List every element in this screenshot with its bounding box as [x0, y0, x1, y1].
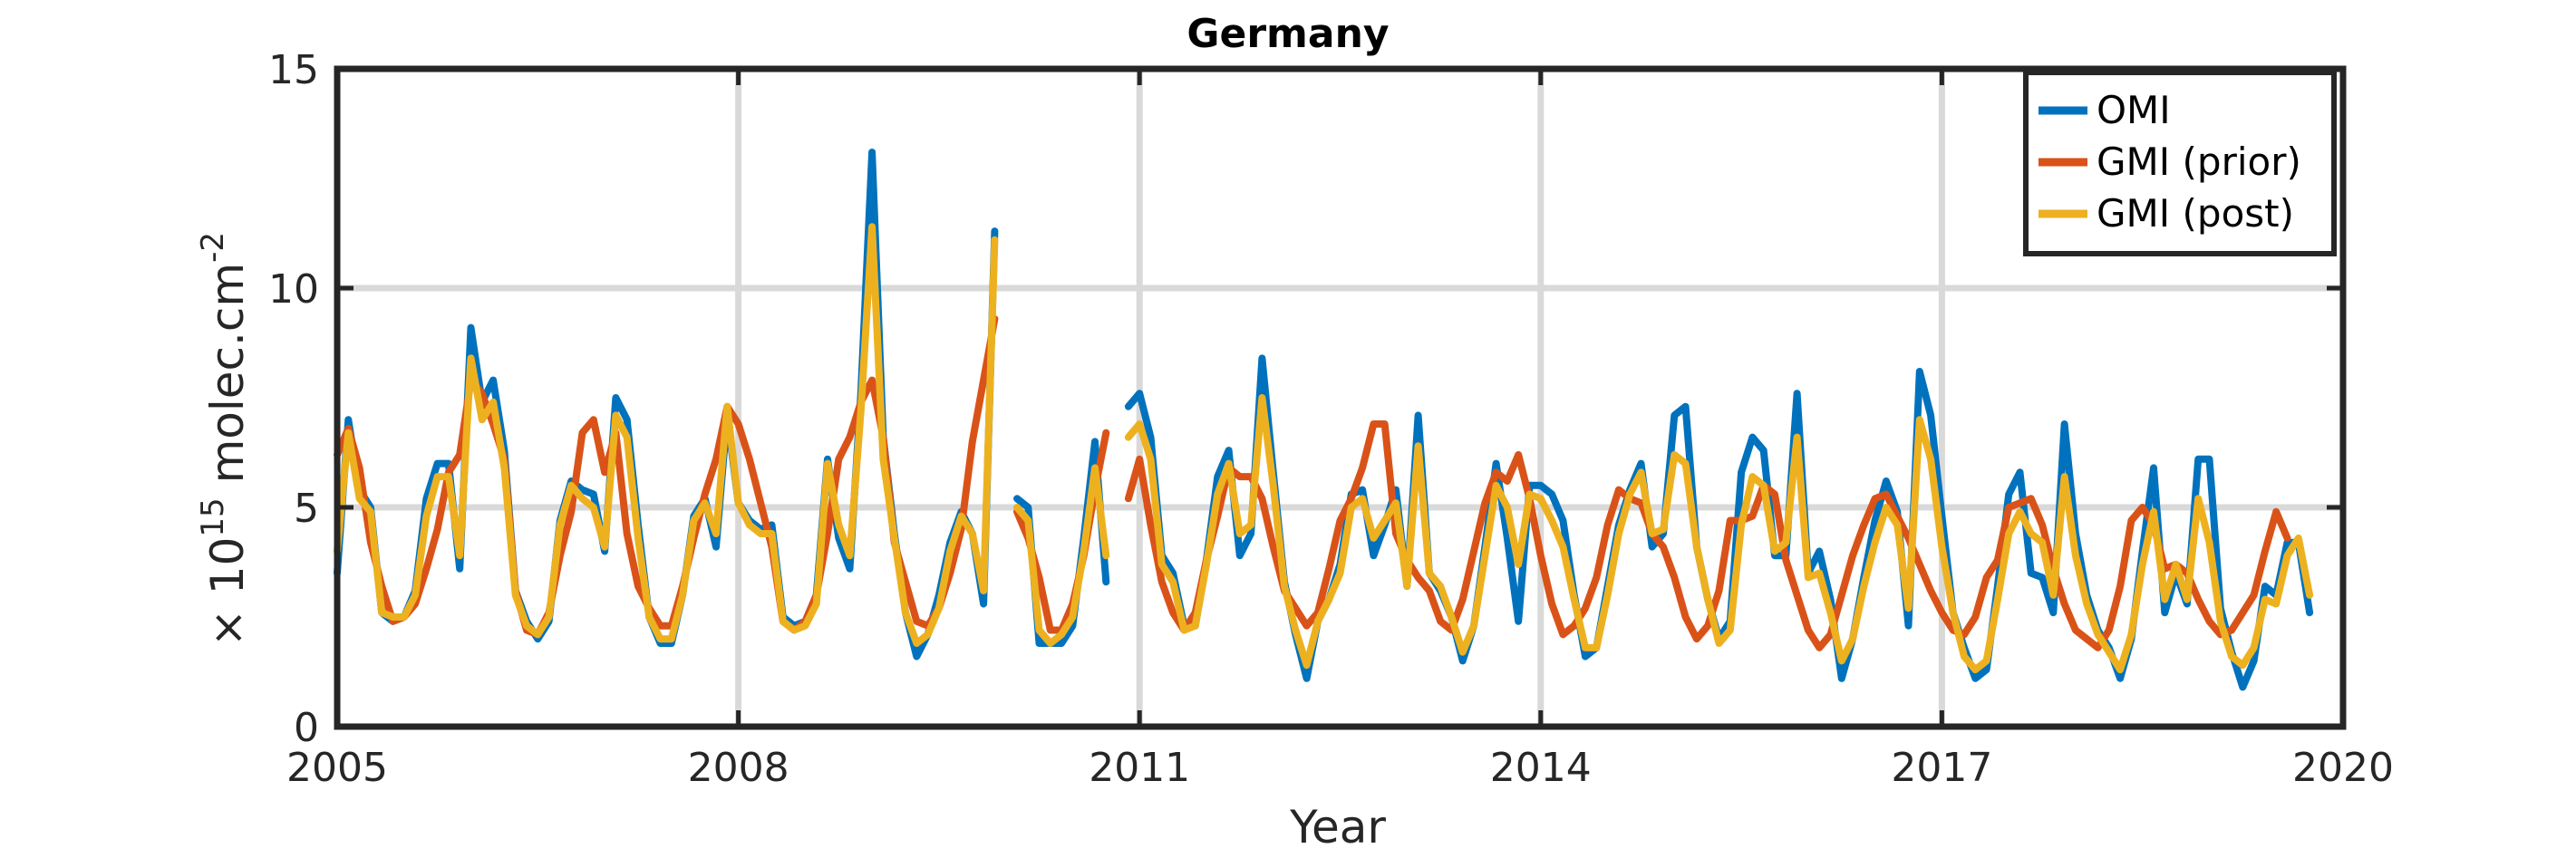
chart-title: Germany	[1186, 11, 1389, 57]
legend-label-2: GMI (post)	[2097, 191, 2294, 236]
x-tick-label: 2005	[286, 745, 388, 791]
x-axis-label: Year	[1289, 801, 1386, 853]
plot-frame	[334, 65, 2347, 730]
legend: OMI GMI (prior) GMI (post)	[2023, 70, 2337, 256]
y-tick-label: 15	[268, 47, 319, 93]
y-label-unit: molec.cm	[201, 263, 254, 484]
axis-ticks: 2005 2008 2011 2014 2017 2020 0 5 10 15	[268, 47, 2394, 791]
y-axis-label: × 1015 molec.cm-2	[195, 232, 254, 647]
legend-label-1: GMI (prior)	[2097, 140, 2301, 184]
y-label-unit-exponent: -2	[195, 232, 231, 263]
x-tick-label: 2011	[1089, 745, 1190, 791]
series-lines	[334, 149, 2314, 691]
y-tick-label: 0	[294, 705, 319, 751]
x-tick-label: 2017	[1891, 745, 1992, 791]
y-label-prefix: × 10	[201, 537, 254, 647]
x-tick-label: 2008	[688, 745, 789, 791]
x-tick-label: 2020	[2292, 745, 2394, 791]
series-line-2	[334, 223, 2314, 674]
y-tick-label: 5	[294, 486, 319, 532]
legend-label-0: OMI	[2097, 88, 2171, 132]
x-tick-label: 2014	[1490, 745, 1592, 791]
y-label-exponent: 15	[195, 497, 231, 536]
y-tick-label: 10	[268, 266, 319, 313]
